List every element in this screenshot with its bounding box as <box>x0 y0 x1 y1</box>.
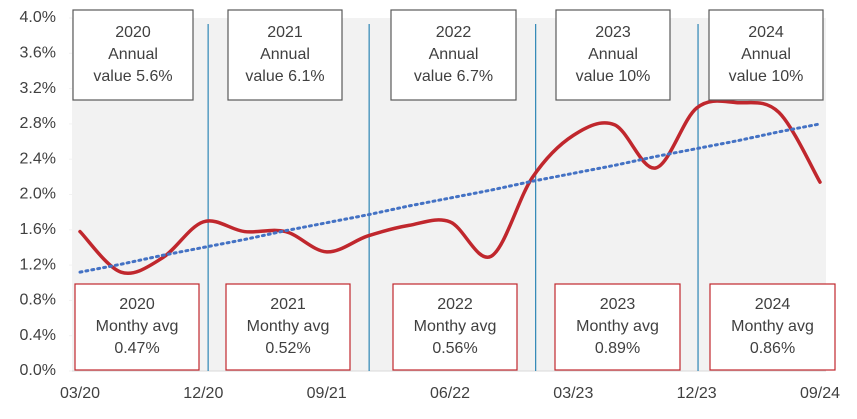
annotation-text: Annual <box>429 46 479 63</box>
annotation-text: 2022 <box>436 24 472 41</box>
y-tick-label: 0.4% <box>20 327 56 344</box>
y-tick-label: 1.6% <box>20 221 56 238</box>
annotation-text: Annual <box>588 46 638 63</box>
annotation-text: 2020 <box>119 296 155 313</box>
y-tick-label: 4.0% <box>20 9 56 26</box>
annotation-text: value 5.6% <box>93 68 172 85</box>
annotation-text: Monthy avg <box>576 318 659 335</box>
annotation-box <box>709 283 836 371</box>
annotation-text: value 10% <box>729 68 804 85</box>
annotation-box <box>225 283 351 371</box>
annotation-text: Monthy avg <box>731 318 814 335</box>
annotation-text: 0.52% <box>265 340 310 357</box>
annotation-text: Monthy avg <box>414 318 497 335</box>
annotation-text: 2023 <box>595 24 631 41</box>
y-tick-label: 2.8% <box>20 115 56 132</box>
annotation-text: 2021 <box>270 296 306 313</box>
annotation-text: Annual <box>260 46 310 63</box>
x-tick-label: 12/23 <box>677 385 717 402</box>
annotation-text: 2024 <box>748 24 784 41</box>
annotation-text: Annual <box>108 46 158 63</box>
annotation-box <box>554 283 681 371</box>
annotation-text: 2023 <box>600 296 636 313</box>
annotation-box <box>708 9 824 101</box>
y-tick-label: 2.4% <box>20 150 56 167</box>
annotation-text: value 6.7% <box>414 68 493 85</box>
y-tick-label: 0.0% <box>20 362 56 379</box>
y-tick-label: 2.0% <box>20 186 56 203</box>
data-line <box>78 99 822 275</box>
annotation-text: Monthy avg <box>247 318 330 335</box>
y-tick-label: 3.6% <box>20 45 56 62</box>
x-tick-label: 12/20 <box>183 385 223 402</box>
annotation-box <box>74 283 200 371</box>
annotation-text: 2024 <box>755 296 791 313</box>
annotation-box <box>555 9 671 101</box>
annotation-text: 0.86% <box>750 340 795 357</box>
x-tick-label: 09/21 <box>307 385 347 402</box>
annotation-box <box>227 9 343 101</box>
y-tick-label: 0.8% <box>20 292 56 309</box>
annotation-text: 0.89% <box>595 340 640 357</box>
annotation-text: value 10% <box>576 68 651 85</box>
x-tick-label: 09/24 <box>800 385 840 402</box>
annotation-box <box>390 9 517 101</box>
annotation-text: 0.47% <box>114 340 159 357</box>
x-tick-label: 03/23 <box>553 385 593 402</box>
annotation-text: 2021 <box>267 24 303 41</box>
annotation-text: value 6.1% <box>245 68 324 85</box>
annotation-box <box>392 283 518 371</box>
annotation-text: 2022 <box>437 296 473 313</box>
annotation-text: Annual <box>741 46 791 63</box>
annotation-text: 2020 <box>115 24 151 41</box>
annotation-text: 0.56% <box>432 340 477 357</box>
trend-line <box>78 122 822 274</box>
x-tick-label: 06/22 <box>430 385 470 402</box>
x-tick-label: 03/20 <box>60 385 100 402</box>
annotation-box <box>72 9 194 101</box>
annotation-text: Monthy avg <box>96 318 179 335</box>
y-tick-label: 1.2% <box>20 256 56 273</box>
y-tick-label: 3.2% <box>20 80 56 97</box>
